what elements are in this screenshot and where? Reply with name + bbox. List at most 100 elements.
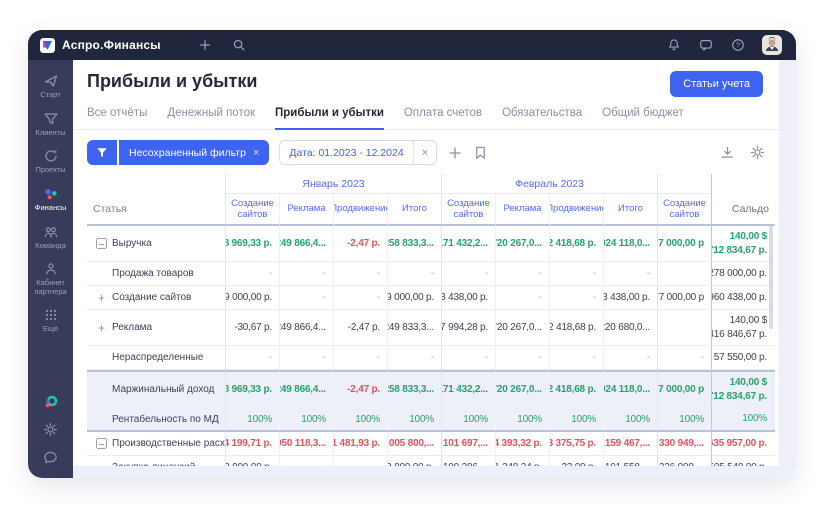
- article-column-header: Статья: [87, 194, 225, 226]
- value-cell: 9 000,00 р.: [387, 286, 441, 310]
- topbar: Аспро.Финансы ?: [28, 30, 796, 60]
- sidebar-item-projects[interactable]: Проекты: [28, 143, 73, 181]
- tab-item[interactable]: Обязательства: [501, 107, 583, 119]
- sidebar-item-label: Кабинет партнера: [34, 278, 67, 296]
- sidebar-item-start[interactable]: Старт: [28, 68, 73, 106]
- column-header[interactable]: Продвижение: [333, 194, 387, 226]
- sidebar-item-team[interactable]: Команда: [28, 219, 73, 257]
- value-cell: -2,47 р.: [333, 370, 387, 408]
- row-label-item[interactable]: + Реклама: [87, 310, 225, 346]
- expand-plus-icon[interactable]: +: [97, 320, 105, 335]
- collapse-icon[interactable]: [95, 438, 108, 449]
- projects-icon: [43, 148, 59, 164]
- row-label-item[interactable]: Продажа товаров: [87, 262, 225, 286]
- value-cell: 3 249 833,3...: [387, 310, 441, 346]
- value-cell: -: [279, 346, 333, 370]
- column-group-spacer: [87, 174, 225, 194]
- help-icon[interactable]: ?: [730, 37, 746, 53]
- column-header[interactable]: Продвижение: [549, 194, 603, 226]
- column-header[interactable]: Итого: [387, 194, 441, 226]
- tab-active[interactable]: Прибыли и убытки: [275, 107, 384, 130]
- svg-text:?: ?: [736, 41, 740, 50]
- column-header[interactable]: Реклама: [495, 194, 549, 226]
- page-title: Прибыли и убытки: [87, 71, 258, 91]
- tab-item[interactable]: Общий бюджет: [602, 107, 684, 119]
- value-cell: -1 100 286,...: [441, 456, 495, 466]
- add-filter-icon[interactable]: [447, 145, 463, 161]
- saldo-group-spacer: [711, 174, 775, 194]
- value-cell: 1 720 267,0...: [495, 310, 549, 346]
- row-label-group[interactable]: Производственные расходы: [87, 432, 225, 456]
- support-chat-icon[interactable]: [43, 450, 59, 466]
- value-cell: 177 000,00 р: [657, 226, 711, 262]
- value-cell: -: [549, 346, 603, 370]
- row-label-text: Реклама: [112, 322, 153, 333]
- settings-gear-icon[interactable]: [43, 422, 59, 438]
- accounting-articles-button[interactable]: Статьи учета: [670, 71, 763, 97]
- row-label-item[interactable]: Маржинальный доход: [87, 370, 225, 408]
- tab-item[interactable]: Все отчёты: [87, 107, 148, 119]
- saldo-cell: -17 505 548,00 р.: [711, 456, 775, 466]
- sidebar-item-partner[interactable]: Кабинет партнера: [28, 256, 73, 302]
- content-card: Прибыли и убытки Статьи учета Все отчёты…: [73, 60, 779, 466]
- column-header[interactable]: Создание сайтов: [441, 194, 495, 226]
- row-label-group[interactable]: Выручка: [87, 226, 225, 262]
- saldo-column-header: Сальдо: [711, 194, 775, 226]
- sidebar-item-label: Команда: [35, 240, 66, 250]
- value-cell: -30,67 р.: [225, 310, 279, 346]
- chat-icon[interactable]: [698, 37, 714, 53]
- column-header[interactable]: Реклама: [279, 194, 333, 226]
- date-filter-label[interactable]: Дата: 01.2023 - 12.2024: [289, 146, 404, 159]
- team-icon: [43, 224, 59, 240]
- column-header[interactable]: Создание сайтов: [657, 194, 711, 226]
- download-icon[interactable]: [720, 145, 735, 160]
- row-label-text: Производственные расходы: [112, 438, 225, 449]
- saldo-cell: 100%: [711, 408, 775, 432]
- value-cell: -: [657, 346, 711, 370]
- filter-funnel-button[interactable]: [87, 140, 117, 165]
- value-cell: -1 159 467,...: [603, 432, 657, 456]
- value-cell: -: [495, 346, 549, 370]
- user-avatar[interactable]: [762, 35, 782, 55]
- sidebar-item-clients[interactable]: Клиенты: [28, 106, 73, 144]
- value-cell: 1 720 267,0...: [495, 226, 549, 262]
- row-label-text: Маржинальный доход: [112, 384, 215, 395]
- column-header[interactable]: Итого: [603, 194, 657, 226]
- notifications-bell-icon[interactable]: [666, 37, 682, 53]
- unsaved-filter-chip[interactable]: Несохраненный фильтр ×: [119, 140, 270, 165]
- row-label-text: Продажа товаров: [112, 268, 194, 279]
- value-cell: 3 258 833,3...: [387, 226, 441, 262]
- table-settings-gear-icon[interactable]: [750, 145, 765, 160]
- value-cell: -: [549, 286, 603, 310]
- value-cell: 2 220 680,0...: [603, 310, 657, 346]
- expand-plus-icon[interactable]: +: [97, 290, 105, 305]
- value-cell: -1 326 000,...: [657, 456, 711, 466]
- column-header[interactable]: Создание сайтов: [225, 194, 279, 226]
- row-label-item[interactable]: + Создание сайтов: [87, 286, 225, 310]
- remove-date-filter-icon[interactable]: ×: [412, 141, 436, 164]
- row-label-text: Закупка лицензий: [112, 462, 195, 466]
- add-icon[interactable]: [197, 37, 213, 53]
- sidebar-item-finance[interactable]: Финансы: [28, 181, 73, 219]
- value-cell: -: [387, 262, 441, 286]
- sidebar-item-more[interactable]: Ещё: [28, 302, 73, 340]
- search-icon[interactable]: [231, 37, 247, 53]
- tab-item[interactable]: Денежный поток: [167, 107, 256, 119]
- vertical-scrollbar[interactable]: [769, 226, 773, 329]
- month-group-header: [657, 174, 711, 194]
- value-cell: -: [225, 262, 279, 286]
- row-label-item[interactable]: Рентабельность по МД: [87, 408, 225, 432]
- value-cell: -: [495, 262, 549, 286]
- row-label-item[interactable]: Нераспределенные: [87, 346, 225, 370]
- brand-color-icon[interactable]: [43, 394, 59, 410]
- tab-item[interactable]: Оплата счетов: [403, 107, 482, 119]
- report-tabs: Все отчёты Денежный поток Прибыли и убытки…: [73, 97, 779, 130]
- collapse-icon[interactable]: [95, 238, 108, 249]
- filter-bar: Несохраненный фильтр × Дата: 01.2023 - 1…: [73, 130, 779, 174]
- remove-filter-icon[interactable]: ×: [252, 146, 260, 159]
- row-label-item[interactable]: Закупка лицензий: [87, 456, 225, 466]
- bookmark-icon[interactable]: [473, 145, 489, 161]
- value-cell: -1 481,93 р.: [333, 432, 387, 456]
- month-group-header: Январь 2023: [225, 174, 441, 194]
- more-icon: [43, 307, 59, 323]
